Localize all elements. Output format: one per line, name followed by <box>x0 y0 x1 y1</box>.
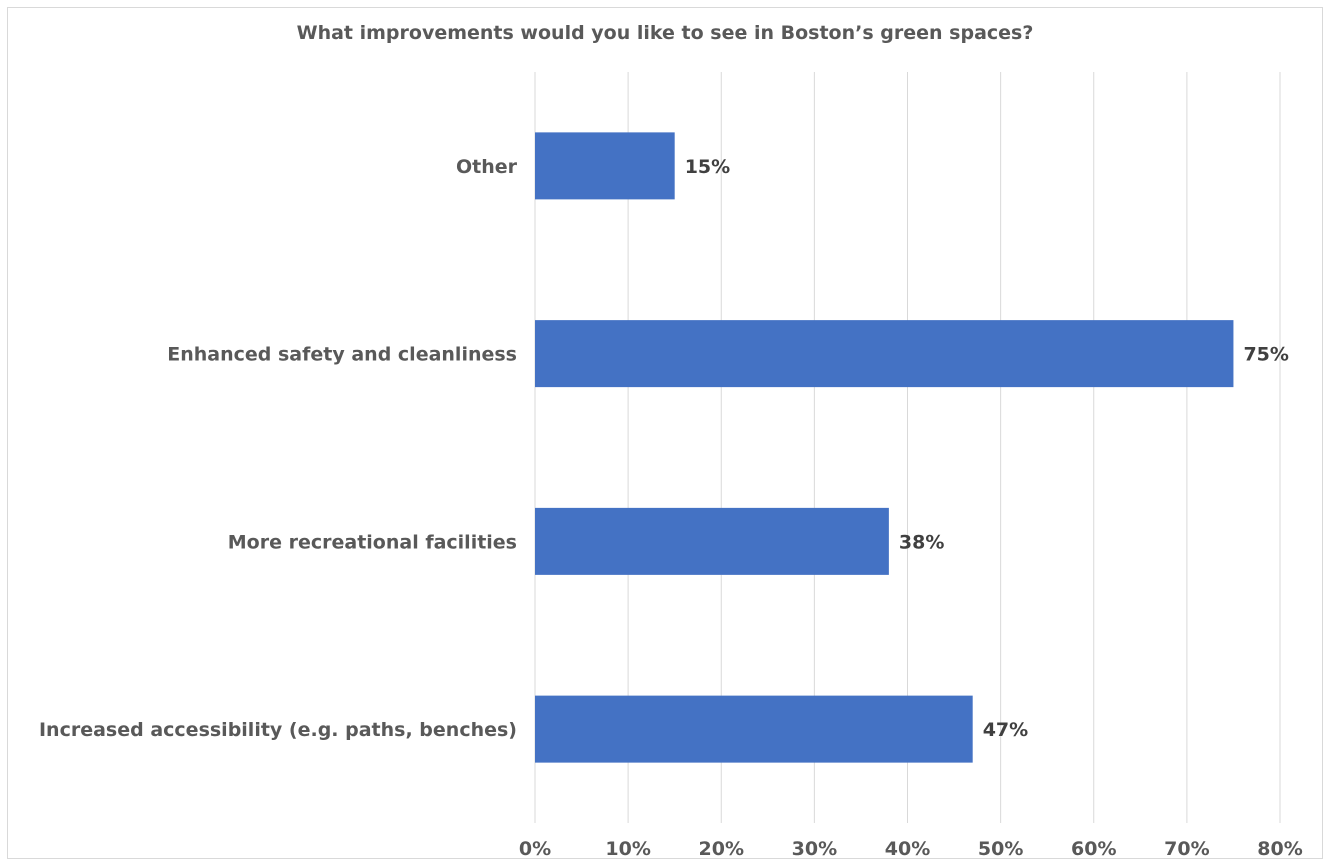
x-tick-label: 70% <box>1164 838 1209 860</box>
x-tick-label: 30% <box>792 838 837 860</box>
x-tick-label: 10% <box>605 838 650 860</box>
x-tick-label: 20% <box>699 838 744 860</box>
bar <box>535 320 1234 388</box>
bar <box>535 132 675 200</box>
category-label: Enhanced safety and cleanliness <box>167 344 517 366</box>
x-tick-label: 80% <box>1257 838 1302 860</box>
bar <box>535 695 973 763</box>
bars <box>535 132 1234 763</box>
category-label: Other <box>456 156 518 178</box>
category-label: More recreational facilities <box>228 531 517 553</box>
bar <box>535 507 889 575</box>
x-tick-label: 40% <box>885 838 930 860</box>
x-tick-label: 60% <box>1071 838 1116 860</box>
x-tick-label: 50% <box>978 838 1023 860</box>
labels: 0% 10% 20% 30% 40% 50% 60% 70% 80% Other 15% Enhanc… <box>39 156 1303 860</box>
data-label: 75% <box>1243 344 1288 366</box>
chart-title: What improvements would you like to see … <box>296 22 1034 44</box>
data-label: 47% <box>983 719 1028 741</box>
category-label: Increased accessibility (e.g. paths, ben… <box>39 719 517 741</box>
data-label: 38% <box>899 531 944 553</box>
data-label: 15% <box>685 156 730 178</box>
chart-frame <box>7 7 1323 859</box>
x-tick-label: 0% <box>519 838 551 860</box>
